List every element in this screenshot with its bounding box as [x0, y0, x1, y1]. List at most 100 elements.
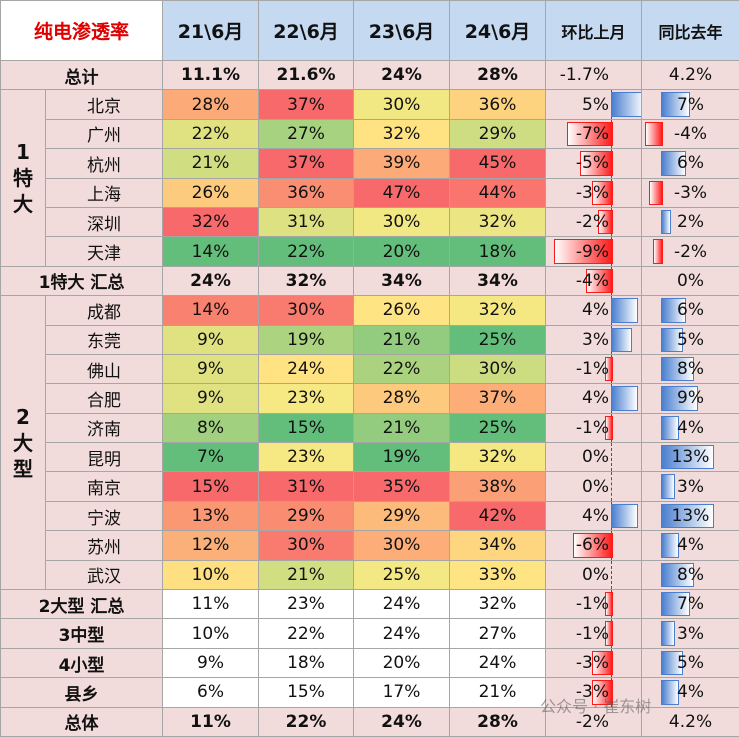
value-cell: 30% — [258, 295, 355, 326]
value-cell: 37% — [449, 383, 547, 414]
value-cell: 44% — [449, 177, 547, 208]
value-cell: 8% — [162, 412, 260, 444]
bar-axis — [611, 472, 613, 501]
data-bar — [598, 209, 613, 235]
summary-row: 4小型 9% 18% 20% 24% -3% 5% — [0, 647, 739, 679]
mom-cell: -4% — [545, 265, 643, 297]
column-header: 21\6月 — [162, 0, 260, 61]
yoy-text: 9% — [677, 388, 704, 409]
mom-text: -1% — [575, 623, 610, 644]
group-label: 2大型 — [0, 295, 46, 591]
mom-text: 4% — [582, 300, 610, 321]
city-label: 苏州 — [44, 530, 164, 561]
mom-text: 0% — [582, 564, 610, 585]
mom-cell: 4% — [545, 383, 643, 414]
city-row: 合肥 9% 23% 28% 37% 4% 9% — [1, 383, 739, 414]
value-cell: 36% — [449, 89, 547, 120]
mom-text: 4% — [582, 506, 610, 527]
yoy-cell: 8% — [641, 353, 739, 385]
yoy-text: 8% — [677, 564, 704, 585]
yoy-text: 6% — [677, 300, 704, 321]
city-label: 宁波 — [44, 500, 164, 532]
yoy-text: 0% — [677, 270, 704, 291]
city-row: 宁波 13% 29% 29% 42% 4% 13% — [1, 500, 739, 532]
value-cell: 21% — [353, 324, 451, 355]
data-bar — [661, 386, 699, 411]
yoy-cell: 9% — [641, 383, 739, 414]
city-label: 南京 — [44, 471, 164, 502]
yoy-cell: 4.2% — [641, 706, 739, 737]
data-bar — [661, 445, 714, 470]
value-cell: 22% — [353, 353, 451, 385]
mom-text: 0% — [582, 447, 610, 468]
mom-cell: -2% — [545, 206, 643, 238]
mom-cell: -1% — [545, 353, 643, 385]
summary-row: 县乡 6% 15% 17% 21% -3% 4% — [0, 677, 739, 708]
value-cell: 11% — [162, 706, 260, 737]
city-label: 成都 — [44, 295, 164, 326]
value-cell: 17% — [353, 677, 451, 708]
yoy-cell: 4% — [641, 677, 739, 708]
city-label: 杭州 — [44, 148, 164, 179]
value-cell: 32% — [353, 118, 451, 150]
value-cell: 23% — [258, 442, 355, 473]
value-cell: 15% — [162, 471, 260, 502]
city-label: 济南 — [44, 412, 164, 444]
value-cell: 14% — [162, 236, 260, 267]
data-bar — [554, 239, 613, 264]
value-cell: 34% — [449, 530, 547, 561]
yoy-text: 5% — [677, 653, 704, 673]
value-cell: 31% — [258, 471, 355, 502]
data-bar — [661, 621, 675, 646]
value-cell: 21% — [353, 412, 451, 444]
mom-cell: -5% — [545, 148, 643, 179]
value-cell: 32% — [258, 265, 355, 297]
yoy-cell: -2% — [641, 236, 739, 267]
yoy-cell: -3% — [641, 177, 739, 208]
yoy-cell: 4% — [641, 412, 739, 444]
data-bar — [661, 533, 679, 558]
city-row: 天津 14% 22% 20% 18% -9% -2% — [1, 236, 739, 267]
value-cell: 47% — [353, 177, 451, 208]
value-cell: 11% — [162, 589, 260, 620]
mom-cell: -2% — [545, 706, 643, 737]
value-cell: 20% — [353, 647, 451, 679]
value-cell: 19% — [258, 324, 355, 355]
mom-text: -9% — [575, 241, 610, 262]
data-bar — [645, 121, 663, 147]
mom-text: -3% — [575, 682, 610, 703]
value-cell: 37% — [258, 89, 355, 120]
city-label: 东莞 — [44, 324, 164, 355]
value-cell: 27% — [449, 618, 547, 649]
city-row: 东莞 9% 19% 21% 25% 3% 5% — [1, 324, 739, 355]
value-cell: 24% — [162, 265, 260, 297]
summary-row: 2大型 汇总 11% 23% 24% 32% -1% 7% — [0, 589, 739, 620]
summary-label: 4小型 — [0, 647, 164, 679]
city-row: 杭州 21% 37% 39% 45% -5% 6% — [1, 148, 739, 179]
mom-cell: 0% — [545, 442, 643, 473]
value-cell: 29% — [449, 118, 547, 150]
mom-text: -3% — [575, 653, 610, 673]
yoy-cell: 13% — [641, 442, 739, 473]
mom-text: -7% — [575, 123, 610, 144]
mom-text: -4% — [575, 270, 610, 291]
mom-cell: 4% — [545, 295, 643, 326]
city-row: 苏州 12% 30% 30% 34% -6% 4% — [1, 530, 739, 561]
summary-row: 1特大 汇总 24% 32% 34% 34% -4% 0% — [0, 265, 739, 297]
value-cell: 24% — [353, 59, 451, 91]
yoy-text: 7% — [677, 94, 704, 115]
value-cell: 19% — [353, 442, 451, 473]
mom-text: 3% — [582, 329, 610, 350]
value-cell: 14% — [162, 295, 260, 326]
value-cell: 24% — [353, 589, 451, 620]
yoy-text: 4% — [677, 682, 704, 703]
value-cell: 28% — [353, 383, 451, 414]
mom-text: -2% — [575, 711, 610, 732]
value-cell: 23% — [258, 383, 355, 414]
value-cell: 28% — [449, 706, 547, 737]
mom-text: -1% — [575, 594, 610, 615]
data-bar — [661, 592, 691, 617]
data-bar — [661, 151, 687, 176]
yoy-text: 13% — [671, 447, 710, 468]
value-cell: 32% — [449, 295, 547, 326]
